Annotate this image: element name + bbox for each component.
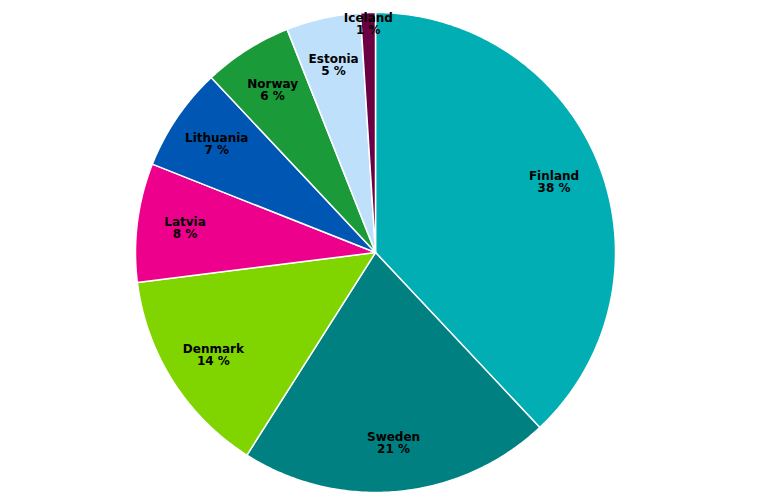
svg-text:Latvia8 %: Latvia8 % xyxy=(164,215,206,241)
svg-text:Iceland1 %: Iceland1 % xyxy=(344,11,393,37)
svg-text:Denmark14 %: Denmark14 % xyxy=(183,342,245,368)
svg-text:Estonia5 %: Estonia5 % xyxy=(309,52,359,78)
svg-text:Norway6 %: Norway6 % xyxy=(247,77,298,103)
svg-text:Sweden21 %: Sweden21 % xyxy=(367,430,420,456)
svg-text:Finland38 %: Finland38 % xyxy=(529,169,579,195)
svg-text:Lithuania7 %: Lithuania7 % xyxy=(185,131,248,157)
